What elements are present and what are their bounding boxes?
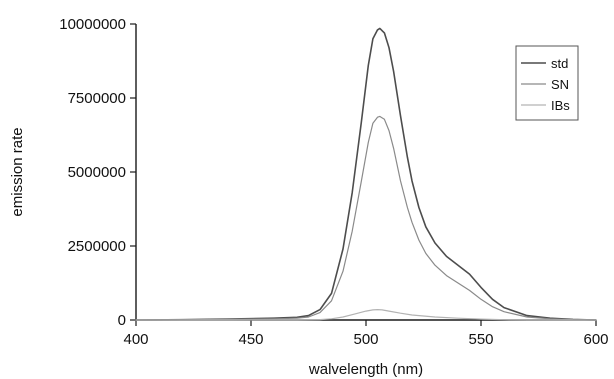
x-axis-title: walvelength (nm) bbox=[308, 361, 423, 378]
legend-label-std: std bbox=[551, 56, 568, 71]
y-axis-ticks: 0 2500000 5000000 7500000 10000000 bbox=[59, 16, 136, 329]
y-tick-label: 5000000 bbox=[68, 164, 126, 181]
legend-label-sn: SN bbox=[551, 77, 569, 92]
y-tick-label: 0 bbox=[118, 312, 126, 329]
legend-label-ibs: IBs bbox=[551, 98, 570, 113]
legend-box bbox=[515, 45, 579, 121]
y-tick-label: 7500000 bbox=[68, 90, 126, 107]
x-tick-label: 500 bbox=[353, 331, 378, 348]
x-tick-label: 400 bbox=[123, 331, 148, 348]
x-tick-label: 450 bbox=[238, 331, 263, 348]
series-line-sn bbox=[135, 115, 597, 321]
series-line-ibs bbox=[135, 309, 597, 321]
x-tick-label: 600 bbox=[583, 331, 608, 348]
series-lines bbox=[135, 27, 597, 321]
series-line-std bbox=[135, 27, 597, 321]
y-tick-label: 2500000 bbox=[68, 238, 126, 255]
legend: std SN IBs bbox=[515, 45, 579, 121]
y-axis-title: emission rate bbox=[9, 127, 26, 216]
x-tick-label: 550 bbox=[468, 331, 493, 348]
y-tick-label: 10000000 bbox=[59, 16, 126, 33]
x-axis-ticks: 400 450 500 550 600 bbox=[123, 320, 609, 348]
